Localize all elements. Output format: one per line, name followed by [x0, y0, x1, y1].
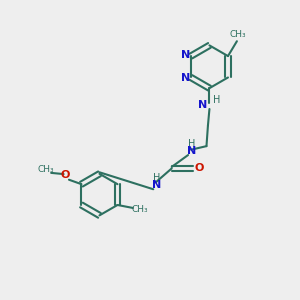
- Text: H: H: [153, 173, 160, 183]
- Text: N: N: [198, 100, 208, 110]
- Text: CH₃: CH₃: [230, 30, 246, 39]
- Text: N: N: [152, 180, 161, 190]
- Text: N: N: [181, 73, 190, 83]
- Text: N: N: [187, 146, 196, 156]
- Text: O: O: [60, 170, 70, 180]
- Text: H: H: [213, 95, 220, 105]
- Text: CH₃: CH₃: [132, 205, 148, 214]
- Text: O: O: [194, 164, 204, 173]
- Text: H: H: [188, 139, 195, 149]
- Text: CH₃: CH₃: [38, 165, 54, 174]
- Text: N: N: [181, 50, 190, 61]
